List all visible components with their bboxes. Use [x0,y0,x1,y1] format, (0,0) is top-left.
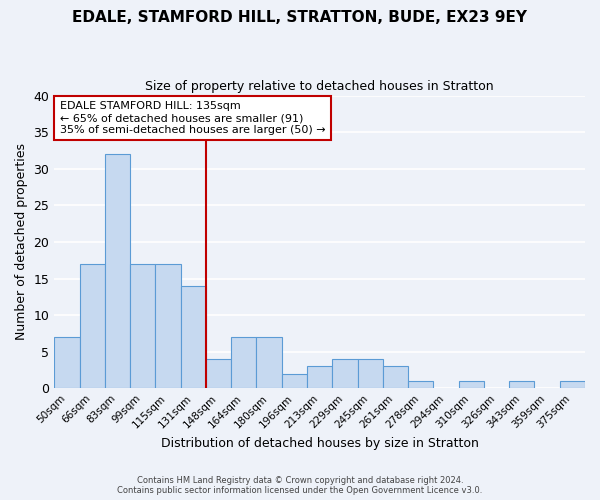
Bar [458,381,484,388]
Bar [54,337,80,388]
Bar [181,286,206,388]
Bar [560,381,585,388]
Bar [130,264,155,388]
Bar [80,264,105,388]
X-axis label: Distribution of detached houses by size in Stratton: Distribution of detached houses by size … [161,437,479,450]
Bar [509,381,535,388]
Bar [408,381,433,388]
Bar [231,337,256,388]
Bar [307,366,332,388]
Y-axis label: Number of detached properties: Number of detached properties [15,144,28,340]
Text: EDALE, STAMFORD HILL, STRATTON, BUDE, EX23 9EY: EDALE, STAMFORD HILL, STRATTON, BUDE, EX… [73,10,527,25]
Bar [358,359,383,388]
Bar [282,374,307,388]
Bar [332,359,358,388]
Title: Size of property relative to detached houses in Stratton: Size of property relative to detached ho… [145,80,494,93]
Bar [206,359,231,388]
Bar [105,154,130,388]
Bar [383,366,408,388]
Text: EDALE STAMFORD HILL: 135sqm
← 65% of detached houses are smaller (91)
35% of sem: EDALE STAMFORD HILL: 135sqm ← 65% of det… [59,102,325,134]
Bar [256,337,282,388]
Bar [155,264,181,388]
Text: Contains HM Land Registry data © Crown copyright and database right 2024.
Contai: Contains HM Land Registry data © Crown c… [118,476,482,495]
